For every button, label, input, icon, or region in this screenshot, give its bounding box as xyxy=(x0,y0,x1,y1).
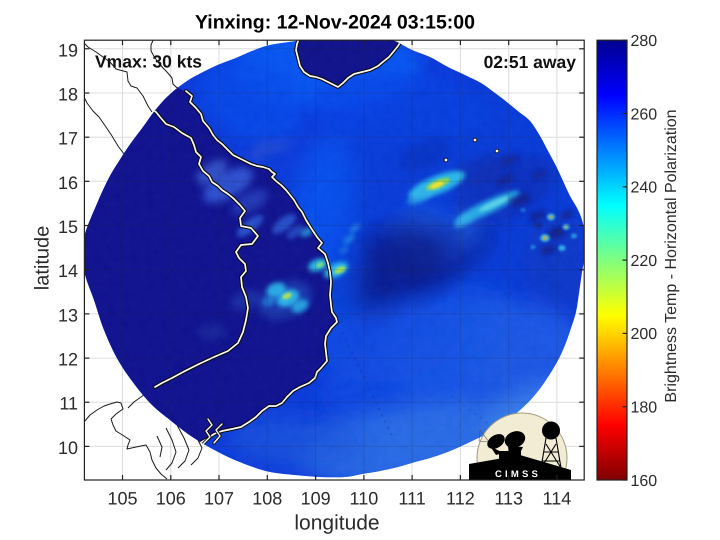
svg-text:220: 220 xyxy=(631,253,658,270)
svg-text:240: 240 xyxy=(631,180,658,197)
svg-text:110: 110 xyxy=(350,489,379,509)
svg-text:112: 112 xyxy=(446,489,475,509)
svg-text:10: 10 xyxy=(58,438,78,458)
svg-text:12: 12 xyxy=(58,350,78,370)
svg-text:18: 18 xyxy=(58,85,78,105)
svg-text:280: 280 xyxy=(631,33,658,50)
svg-text:108: 108 xyxy=(252,489,282,509)
svg-text:latitude: latitude xyxy=(32,226,54,291)
svg-text:Yinxing: 12-Nov-2024 03:15:00: Yinxing: 12-Nov-2024 03:15:00 xyxy=(195,12,475,34)
svg-text:160: 160 xyxy=(631,473,658,490)
svg-text:180: 180 xyxy=(631,400,658,417)
svg-text:109: 109 xyxy=(301,489,331,509)
svg-text:Brightness Temp - Horizontal P: Brightness Temp - Horizontal Polarizatio… xyxy=(663,109,680,402)
svg-text:14: 14 xyxy=(58,261,78,281)
svg-text:11: 11 xyxy=(59,394,78,414)
svg-text:17: 17 xyxy=(58,129,78,149)
svg-text:113: 113 xyxy=(494,489,523,509)
svg-text:19: 19 xyxy=(58,40,78,60)
svg-text:105: 105 xyxy=(107,489,137,509)
svg-text:260: 260 xyxy=(631,106,658,123)
svg-text:106: 106 xyxy=(156,489,186,509)
svg-text:longitude: longitude xyxy=(294,512,379,535)
svg-text:16: 16 xyxy=(58,173,78,193)
svg-text:13: 13 xyxy=(58,305,78,325)
svg-text:Vmax: 30 kts: Vmax: 30 kts xyxy=(95,52,202,72)
svg-text:111: 111 xyxy=(398,489,425,509)
svg-text:CIMSS: CIMSS xyxy=(495,469,541,480)
svg-text:15: 15 xyxy=(58,217,78,237)
svg-text:02:51 away: 02:51 away xyxy=(484,52,577,72)
svg-text:107: 107 xyxy=(204,489,234,509)
svg-text:200: 200 xyxy=(631,326,658,343)
svg-text:114: 114 xyxy=(543,489,572,509)
